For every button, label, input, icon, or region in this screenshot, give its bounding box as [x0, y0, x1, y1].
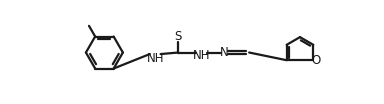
Text: O: O [312, 54, 321, 67]
Text: S: S [175, 30, 182, 43]
Text: NH: NH [193, 49, 210, 62]
Text: N: N [220, 46, 229, 59]
Text: NH: NH [146, 52, 164, 65]
